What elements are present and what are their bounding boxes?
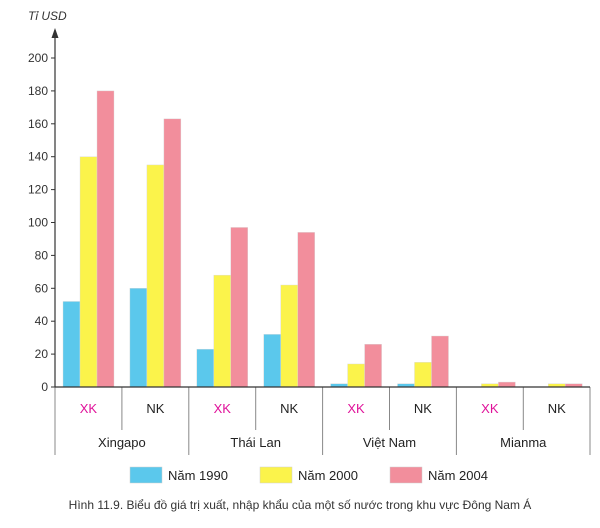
bar [280, 284, 298, 388]
bar [163, 118, 182, 388]
y-tick-label: 100 [28, 216, 48, 230]
legend-label: Năm 2004 [428, 468, 488, 483]
y-tick-label: 180 [28, 84, 48, 98]
bar [364, 344, 382, 388]
bar [129, 288, 148, 388]
y-tick-label: 120 [28, 183, 48, 197]
y-tick-label: 140 [28, 150, 48, 164]
bar [431, 335, 449, 388]
y-axis-arrow [51, 28, 59, 38]
group-label: XK [80, 401, 98, 416]
y-tick-label: 200 [28, 51, 48, 65]
group-label: NK [414, 401, 432, 416]
bar [196, 348, 215, 388]
country-label: Thái Lan [230, 435, 281, 450]
group-label: XK [347, 401, 365, 416]
legend-swatch [129, 466, 163, 484]
y-tick-label: 20 [35, 347, 49, 361]
bar [146, 164, 165, 388]
y-tick-label: 160 [28, 117, 48, 131]
legend-label: Năm 2000 [298, 468, 358, 483]
figure-caption: Hình 11.9. Biểu đồ giá trị xuất, nhập kh… [68, 498, 532, 512]
country-label: Mianma [500, 435, 547, 450]
y-tick-label: 40 [35, 314, 49, 328]
y-axis-label: Tỉ USD [28, 9, 67, 23]
bar [96, 90, 115, 388]
country-label: Xingapo [98, 435, 146, 450]
bar [297, 232, 315, 388]
bar [213, 274, 232, 388]
group-label: NK [146, 401, 164, 416]
y-tick-label: 60 [35, 281, 49, 295]
bar [230, 227, 249, 388]
group-label: NK [548, 401, 566, 416]
legend-label: Năm 1990 [168, 468, 228, 483]
legend-swatch [259, 466, 293, 484]
bar [414, 362, 432, 388]
y-tick-label: 80 [35, 248, 49, 262]
group-label: XK [214, 401, 232, 416]
bar [62, 301, 81, 388]
country-label: Việt Nam [363, 435, 416, 450]
legend-swatch [389, 466, 423, 484]
bar [347, 363, 365, 388]
bar [498, 381, 516, 388]
group-label: XK [481, 401, 499, 416]
bar [79, 156, 98, 388]
y-tick-label: 0 [41, 380, 48, 394]
group-label: NK [280, 401, 298, 416]
bar [263, 334, 281, 388]
